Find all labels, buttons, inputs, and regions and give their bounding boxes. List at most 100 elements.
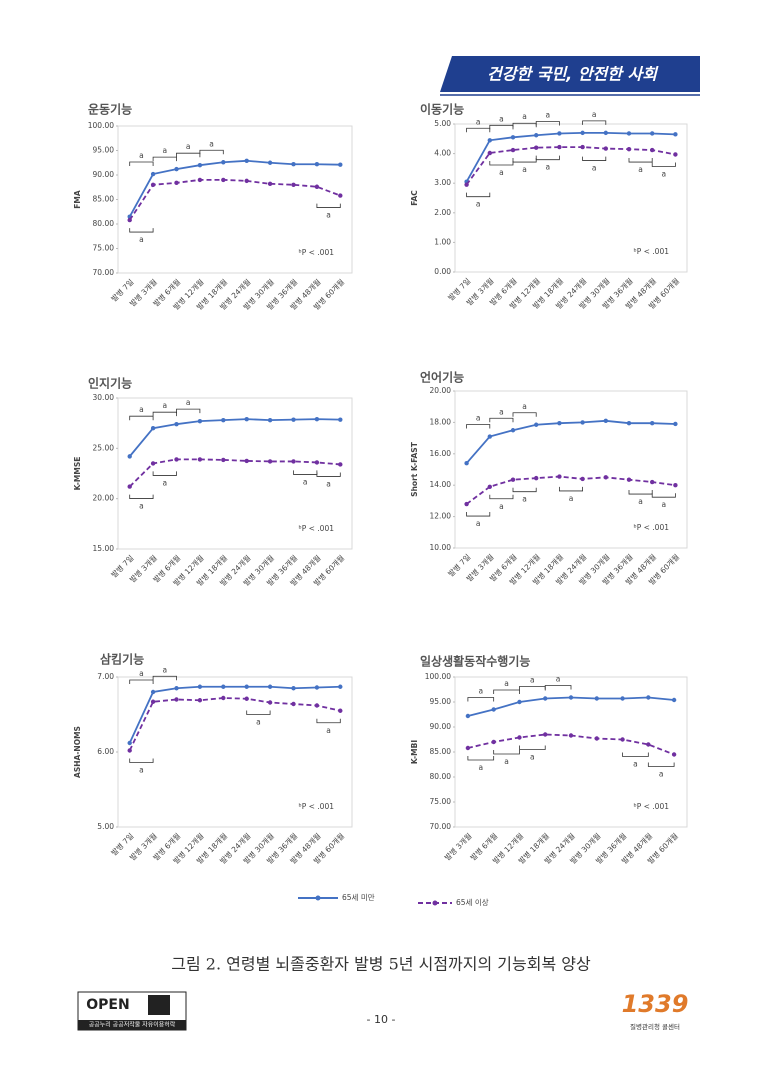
bracket-label: a bbox=[139, 502, 144, 511]
banner-text: 건강한 국민, 안전한 사회 bbox=[487, 65, 659, 84]
caption: 그림 2. 연령별 뇌졸중환자 발병 5년 시점까지의 기능회복 양상 bbox=[171, 955, 591, 974]
series-point bbox=[491, 707, 496, 712]
series-point bbox=[244, 178, 249, 184]
series-point bbox=[534, 133, 539, 138]
series-point bbox=[267, 160, 273, 165]
bracket-label: a bbox=[186, 398, 191, 407]
y-tick-label: 10.00 bbox=[430, 543, 452, 552]
bracket bbox=[544, 685, 572, 690]
y-tick-label: 18.00 bbox=[430, 417, 452, 426]
series-point bbox=[534, 422, 539, 427]
bracket-label: a bbox=[545, 163, 550, 172]
series-point bbox=[291, 417, 296, 422]
series-point bbox=[580, 420, 585, 425]
bracket bbox=[176, 408, 201, 414]
bracket-label: a bbox=[162, 478, 167, 487]
series-point bbox=[197, 418, 203, 424]
series-line bbox=[128, 159, 341, 218]
y-tick-label: 25.00 bbox=[93, 443, 115, 452]
bracket-label: a bbox=[556, 675, 561, 684]
open-icon bbox=[148, 995, 170, 1015]
series-point bbox=[314, 703, 320, 708]
bracket-label: a bbox=[209, 139, 214, 148]
bracket-label: a bbox=[162, 401, 167, 410]
y-tick-label: 20.00 bbox=[93, 494, 115, 503]
open-sub-bg bbox=[78, 1020, 186, 1030]
y-axis-label: Short K-FAST bbox=[410, 441, 419, 497]
series-point bbox=[626, 477, 632, 482]
series-point bbox=[174, 686, 179, 691]
y-tick-label: 30.00 bbox=[93, 393, 115, 402]
series-point bbox=[291, 459, 296, 464]
series-point bbox=[244, 158, 249, 163]
bracket bbox=[199, 149, 224, 155]
plot-frame bbox=[117, 397, 353, 550]
bracket bbox=[647, 762, 675, 767]
series-point bbox=[314, 184, 320, 189]
y-tick-label: 95.00 bbox=[93, 146, 115, 155]
series-point bbox=[197, 457, 203, 462]
y-tick-label: 14.00 bbox=[430, 480, 452, 489]
chart-title: 일상생활동작수행기능 bbox=[420, 654, 530, 669]
y-axis-label: ASHA-NOMS bbox=[73, 726, 82, 778]
series-point bbox=[646, 695, 651, 700]
series-point bbox=[594, 696, 599, 701]
y-tick-label: 1.00 bbox=[434, 237, 451, 246]
bracket-label: a bbox=[504, 757, 509, 766]
series-point bbox=[244, 684, 249, 689]
bracket-label: a bbox=[186, 142, 191, 151]
bracket-label: a bbox=[522, 112, 527, 121]
y-tick-label: 2.00 bbox=[434, 208, 451, 217]
series-point bbox=[267, 459, 273, 464]
series-point bbox=[510, 428, 516, 433]
series-point bbox=[671, 752, 677, 757]
bracket-label: a bbox=[476, 414, 481, 423]
bracket bbox=[129, 679, 154, 684]
bracket-label: a bbox=[522, 495, 527, 504]
series-point bbox=[314, 460, 320, 465]
series-point bbox=[291, 182, 296, 187]
bracket bbox=[129, 494, 154, 499]
bracket bbox=[466, 424, 491, 429]
series-point bbox=[557, 144, 562, 150]
bracket-label: a bbox=[661, 500, 666, 509]
series-point bbox=[464, 501, 469, 507]
series-point bbox=[244, 696, 249, 701]
series-point bbox=[314, 416, 320, 422]
series-point bbox=[594, 736, 599, 741]
bracket-label: a bbox=[478, 687, 483, 696]
bracket bbox=[316, 203, 341, 208]
series-point bbox=[174, 457, 179, 462]
series-point bbox=[557, 474, 562, 479]
series-point bbox=[580, 476, 585, 482]
bracket bbox=[129, 758, 154, 763]
y-tick-label: 7.00 bbox=[97, 672, 114, 681]
y-tick-label: 100.00 bbox=[425, 672, 451, 681]
y-tick-label: 6.00 bbox=[97, 747, 114, 756]
series-point bbox=[221, 177, 226, 183]
bracket bbox=[152, 471, 177, 476]
y-tick-label: 85.00 bbox=[430, 747, 452, 756]
series-point bbox=[267, 181, 273, 187]
callcenter-sub: 질병관리청 콜센터 bbox=[630, 1022, 680, 1031]
bracket bbox=[489, 494, 514, 500]
series-point bbox=[314, 685, 320, 690]
series-point bbox=[150, 426, 156, 431]
y-tick-label: 15.00 bbox=[93, 544, 115, 553]
bracket-label: a bbox=[476, 117, 481, 126]
y-axis-label: K-MMSE bbox=[73, 457, 82, 491]
y-tick-label: 100.00 bbox=[88, 121, 114, 130]
bracket-label: a bbox=[530, 753, 535, 762]
series-point bbox=[267, 417, 273, 423]
bracket-label: a bbox=[545, 110, 550, 119]
bracket bbox=[582, 156, 607, 161]
bracket-label: a bbox=[476, 519, 481, 528]
series-point bbox=[673, 152, 678, 157]
series-point bbox=[221, 160, 226, 165]
bracket bbox=[467, 756, 495, 761]
annotation: ᵇP < .001 bbox=[634, 523, 670, 532]
bracket-label: a bbox=[162, 665, 167, 674]
bracket bbox=[466, 127, 491, 133]
series-point bbox=[517, 735, 522, 740]
